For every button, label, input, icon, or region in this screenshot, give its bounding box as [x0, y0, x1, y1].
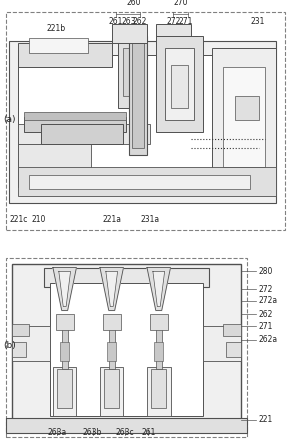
Text: (b): (b) [3, 341, 16, 350]
Bar [203, 326, 241, 361]
Bar [12, 264, 241, 427]
Bar [18, 55, 268, 187]
Text: 260: 260 [126, 0, 141, 7]
Text: 272: 272 [167, 17, 181, 26]
Bar [24, 117, 126, 132]
Bar [53, 367, 76, 416]
Polygon shape [147, 268, 171, 311]
Bar [147, 367, 171, 416]
Bar [171, 65, 188, 108]
Bar [29, 38, 88, 53]
Bar [57, 369, 72, 408]
Polygon shape [59, 272, 71, 307]
Bar [6, 418, 247, 433]
Bar [12, 264, 35, 427]
Bar [223, 324, 241, 336]
Bar [41, 124, 123, 144]
Bar [150, 315, 168, 330]
Bar [44, 268, 209, 287]
Bar [18, 43, 112, 67]
Text: 231: 231 [250, 17, 264, 26]
Bar [156, 36, 203, 120]
Text: 270: 270 [173, 0, 188, 7]
Text: 263b: 263b [83, 428, 102, 437]
Bar [60, 342, 69, 361]
Bar [56, 315, 74, 330]
Bar [44, 268, 209, 287]
Bar [104, 369, 119, 408]
Bar [29, 175, 250, 189]
Bar [109, 326, 115, 369]
Bar [129, 36, 147, 155]
Bar [112, 24, 147, 43]
Bar [6, 418, 247, 433]
Bar [24, 113, 126, 120]
Text: 262: 262 [133, 17, 147, 26]
Bar [132, 43, 144, 148]
Text: 262: 262 [259, 310, 273, 319]
Text: 262a: 262a [259, 335, 278, 344]
Text: 271: 271 [259, 322, 273, 330]
Bar [156, 24, 191, 43]
Text: 272: 272 [259, 284, 273, 294]
Bar [18, 167, 276, 196]
Bar [223, 67, 265, 167]
Text: 221b: 221b [46, 24, 66, 33]
Bar [212, 48, 276, 187]
Text: 210: 210 [31, 215, 45, 224]
Bar [103, 315, 121, 330]
Bar [151, 369, 166, 408]
Text: 221c: 221c [10, 215, 28, 224]
Bar [50, 283, 203, 416]
Bar [12, 342, 26, 357]
Polygon shape [53, 268, 76, 311]
Text: 231a: 231a [140, 215, 160, 224]
Bar [156, 326, 162, 369]
Bar [154, 342, 163, 361]
Bar [12, 324, 29, 336]
Text: 263: 263 [121, 17, 136, 26]
Bar [123, 48, 135, 96]
Text: (a): (a) [3, 115, 16, 124]
Bar [9, 48, 21, 203]
Text: 280: 280 [259, 267, 273, 276]
Polygon shape [153, 272, 165, 307]
Bar [156, 36, 203, 132]
Polygon shape [106, 272, 118, 307]
Bar [12, 326, 50, 361]
Text: 221: 221 [259, 415, 273, 424]
Text: 261: 261 [141, 428, 156, 437]
Bar [9, 41, 276, 203]
Text: 272a: 272a [259, 296, 278, 305]
Bar [62, 326, 68, 369]
Bar [165, 48, 194, 120]
Text: 263a: 263a [48, 428, 67, 437]
Bar [265, 48, 276, 203]
Text: 261: 261 [109, 17, 123, 26]
Bar [18, 144, 91, 172]
Bar [18, 124, 150, 144]
Bar [100, 367, 123, 416]
Text: 271: 271 [179, 17, 193, 26]
Text: 263c: 263c [116, 428, 134, 437]
Bar [226, 342, 241, 357]
Bar [235, 96, 259, 120]
Bar [218, 264, 241, 427]
Bar [107, 342, 116, 361]
Text: 221a: 221a [102, 215, 121, 224]
Bar [118, 36, 141, 108]
Bar [6, 258, 247, 437]
Polygon shape [100, 268, 123, 311]
